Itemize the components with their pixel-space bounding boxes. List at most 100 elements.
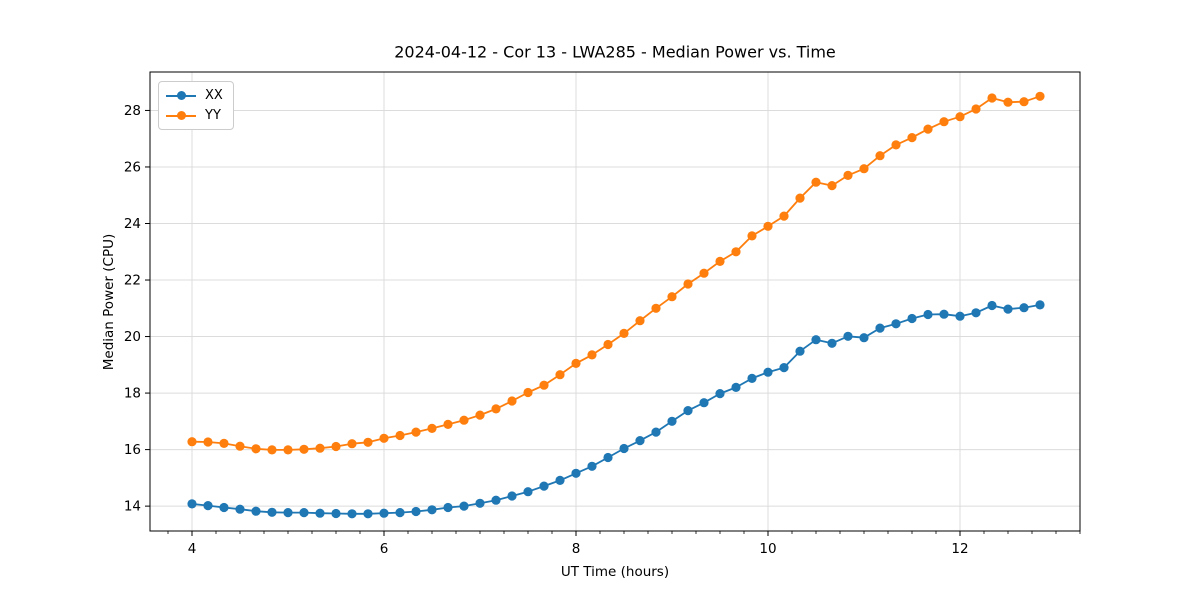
data-point (843, 170, 853, 180)
y-tick-label: 16 (124, 442, 141, 458)
gridlines (150, 72, 1080, 531)
y-tick-label: 22 (124, 273, 141, 289)
data-point (923, 309, 933, 320)
data-point (459, 501, 469, 511)
legend-label: XX (205, 88, 223, 103)
legend: XX YY (158, 81, 234, 130)
data-point (715, 389, 725, 399)
data-point (267, 507, 277, 517)
data-point (683, 406, 693, 416)
legend-marker-icon (166, 91, 196, 101)
data-point (587, 461, 597, 471)
data-point (491, 404, 501, 414)
data-point (491, 495, 501, 505)
y-axis-label: Median Power (CPU) (101, 233, 117, 371)
data-point (715, 256, 725, 266)
data-point (187, 499, 197, 509)
data-point (811, 177, 821, 187)
data-point (971, 104, 981, 114)
data-point (971, 308, 981, 318)
data-point (395, 430, 405, 441)
data-point (1003, 97, 1013, 107)
data-point (619, 328, 629, 338)
data-point (859, 164, 869, 174)
x-tick-label: 8 (572, 541, 581, 557)
data-point (555, 370, 565, 380)
data-point (523, 487, 533, 497)
legend-item-yy: YY (166, 106, 223, 125)
data-point (507, 491, 517, 501)
data-point (603, 452, 613, 463)
data-point (571, 358, 581, 368)
data-point (331, 441, 341, 452)
data-point (987, 300, 997, 311)
data-point (987, 93, 997, 103)
data-point (763, 367, 773, 377)
data-point (731, 382, 741, 392)
data-point (203, 437, 213, 447)
data-point (683, 279, 693, 289)
data-point (587, 350, 597, 360)
data-point (379, 433, 389, 443)
plot-border (149, 71, 1081, 532)
y-tick-label: 28 (124, 103, 141, 119)
data-point (379, 508, 389, 518)
data-point (955, 311, 965, 321)
data-point (219, 502, 229, 513)
data-point (235, 441, 245, 451)
data-point (347, 509, 357, 519)
data-point (779, 211, 789, 221)
data-point (1035, 91, 1045, 101)
y-tick-label: 20 (124, 329, 141, 345)
data-point (875, 323, 885, 333)
x-tick-label: 4 (188, 541, 197, 557)
data-point (427, 505, 437, 515)
data-point (507, 396, 517, 406)
data-point (907, 133, 917, 143)
series-xx (187, 300, 1045, 519)
data-point (923, 124, 933, 134)
legend-item-xx: XX (166, 86, 223, 105)
data-point (827, 338, 837, 348)
data-point (443, 419, 453, 429)
data-point (651, 303, 661, 313)
data-point (891, 140, 901, 150)
data-point (443, 502, 453, 513)
data-point (827, 181, 837, 191)
data-point (907, 313, 917, 324)
data-point (635, 316, 645, 326)
data-point (779, 363, 789, 373)
data-point (331, 508, 341, 519)
data-point (251, 506, 261, 516)
data-point (651, 427, 661, 437)
data-point (283, 507, 293, 518)
data-point (667, 292, 677, 302)
chart-title: 2024-04-12 - Cor 13 - LWA285 - Median Po… (394, 42, 836, 62)
data-point (555, 475, 565, 485)
data-point (747, 231, 757, 241)
data-point (619, 443, 629, 454)
y-tick-label: 18 (124, 386, 141, 402)
data-point (363, 509, 373, 519)
data-point (939, 309, 949, 319)
data-point (795, 193, 805, 203)
data-point (539, 481, 549, 491)
data-point (731, 247, 741, 257)
data-point (875, 151, 885, 161)
y-tick-label: 24 (124, 216, 141, 232)
x-tick-label: 12 (951, 541, 968, 557)
legend-label: YY (205, 108, 221, 123)
series-yy (187, 91, 1045, 455)
x-tick-label: 6 (380, 541, 389, 557)
data-point (571, 468, 581, 478)
data-point (299, 507, 309, 518)
data-point (939, 117, 949, 127)
y-tick-label: 26 (124, 159, 141, 175)
data-point (363, 437, 373, 447)
data-point (1019, 303, 1029, 313)
data-point (843, 331, 853, 341)
data-point (315, 508, 325, 518)
data-point (411, 506, 421, 517)
data-point (411, 427, 421, 437)
